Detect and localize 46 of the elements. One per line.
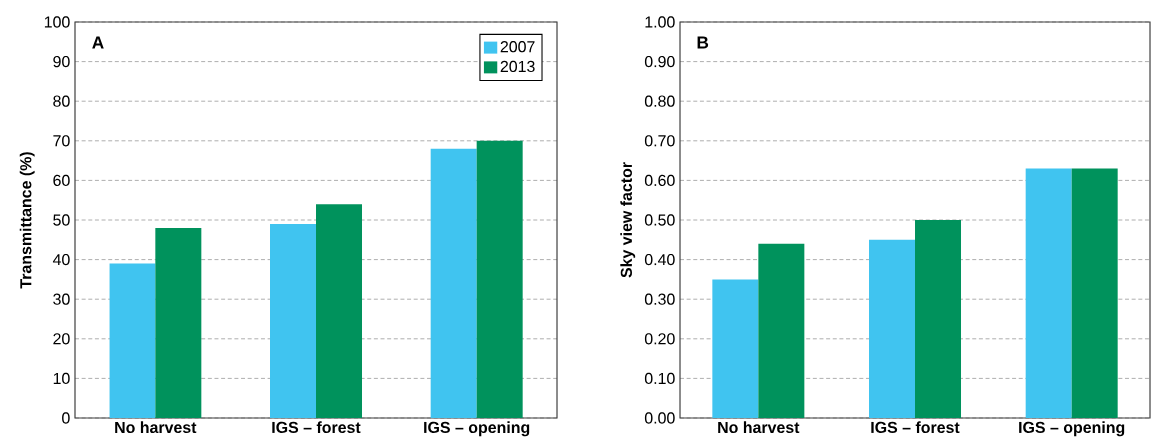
- bar: [430, 148, 477, 418]
- bar: [476, 140, 523, 418]
- y-axis-title: Sky view factor: [620, 162, 636, 278]
- y-tick-label: 40: [52, 253, 70, 266]
- y-axis-title: Transmittance (%): [19, 152, 35, 289]
- y-tick-label: 30: [53, 293, 70, 305]
- bar: [712, 279, 759, 418]
- x-tick-label: IGS – forest: [871, 421, 960, 434]
- y-tick-label: 50: [53, 214, 70, 226]
- y-tick-label: 0.70: [644, 135, 675, 147]
- x-tick-label: No harvest: [115, 421, 197, 434]
- x-tick-label: IGS – forest: [272, 421, 361, 434]
- x-tick-label: IGS – opening: [424, 421, 530, 437]
- x-tick-label: IGS – opening: [1019, 421, 1125, 437]
- y-tick-label: 0.50: [644, 214, 675, 226]
- annotation: A: [92, 36, 104, 49]
- y-tick-label: 70: [53, 135, 70, 147]
- y-tick-label: 0.80: [644, 95, 675, 107]
- y-tick-label: 60: [53, 174, 70, 187]
- bar: [316, 204, 363, 418]
- y-tick-label: 100: [44, 16, 70, 28]
- y-tick-label: 0.90: [644, 55, 675, 68]
- y-tick-label: 0.10: [644, 372, 675, 385]
- y-tick-label: 0.20: [644, 333, 675, 345]
- y-tick-label: 80: [53, 95, 70, 107]
- y-tick-label: 10: [53, 372, 70, 385]
- y-tick-label: 0.00: [644, 412, 675, 424]
- x-tick-label: No harvest: [718, 421, 800, 434]
- y-tick-label: 0.30: [644, 293, 675, 305]
- bar: [915, 220, 962, 418]
- y-tick-label: 0.40: [644, 253, 675, 266]
- annotation: B: [697, 36, 709, 49]
- bar: [155, 227, 202, 418]
- y-tick-label: 0.60: [644, 174, 675, 187]
- y-tick-label: 1.00: [645, 16, 675, 28]
- bar: [869, 239, 916, 418]
- bar: [109, 263, 156, 418]
- bar: [1071, 168, 1118, 418]
- y-tick-label: 20: [53, 333, 70, 345]
- legend-label: 2013: [500, 60, 535, 73]
- bar: [270, 223, 317, 418]
- bar: [1025, 168, 1072, 418]
- y-tick-label: 90: [53, 55, 70, 68]
- bar: [758, 243, 805, 418]
- y-tick-label: 0: [62, 412, 70, 424]
- legend-label: 2007: [500, 41, 535, 53]
